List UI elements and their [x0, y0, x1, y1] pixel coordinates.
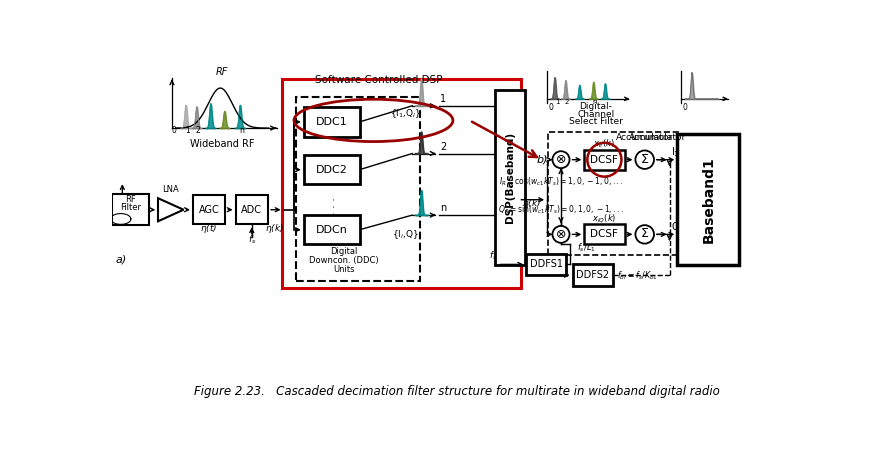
- Text: Accumulator: Accumulator: [616, 133, 673, 142]
- Text: 0: 0: [171, 126, 176, 136]
- Text: $f_s$: $f_s$: [248, 233, 256, 245]
- Text: $\Sigma$: $\Sigma$: [640, 153, 649, 166]
- Text: DDCn: DDCn: [316, 225, 348, 235]
- Text: {I$_1$,Q$_i$}: {I$_1$,Q$_i$}: [391, 108, 422, 120]
- Text: ADC: ADC: [241, 205, 262, 215]
- Text: Accumulator: Accumulator: [629, 133, 687, 142]
- Text: $\Sigma$: $\Sigma$: [640, 228, 649, 240]
- Text: a): a): [115, 255, 127, 265]
- Text: $\otimes$: $\otimes$: [556, 228, 566, 241]
- FancyBboxPatch shape: [584, 224, 624, 245]
- FancyBboxPatch shape: [303, 107, 359, 136]
- FancyBboxPatch shape: [526, 254, 566, 275]
- Text: Figure 2.23.   Cascaded decimation filter structure for multirate in wideband di: Figure 2.23. Cascaded decimation filter …: [194, 385, 720, 398]
- FancyBboxPatch shape: [112, 194, 150, 225]
- FancyBboxPatch shape: [303, 155, 359, 184]
- Text: Downcon. (DDC): Downcon. (DDC): [310, 256, 379, 265]
- Text: DDFS1: DDFS1: [530, 259, 563, 269]
- Text: I$_1$: I$_1$: [671, 145, 680, 159]
- Text: b): b): [536, 155, 548, 165]
- Text: DDC2: DDC2: [316, 165, 348, 174]
- Text: $\eta$(t): $\eta$(t): [201, 222, 218, 234]
- Text: n: n: [592, 99, 597, 105]
- Text: Filter: Filter: [120, 203, 141, 212]
- Text: 2: 2: [564, 99, 568, 105]
- Text: RF: RF: [126, 195, 136, 204]
- FancyBboxPatch shape: [193, 195, 226, 224]
- Text: AGC: AGC: [199, 205, 219, 215]
- FancyBboxPatch shape: [677, 134, 739, 265]
- Text: $Q_R=\sin(w_{c1}kT_s) = 0,1,0,-1,...$: $Q_R=\sin(w_{c1}kT_s) = 0,1,0,-1,...$: [498, 204, 624, 216]
- Text: Digital-: Digital-: [580, 102, 612, 111]
- FancyBboxPatch shape: [303, 215, 359, 245]
- Text: 0: 0: [549, 103, 553, 112]
- Text: Q$_1$: Q$_1$: [671, 220, 684, 234]
- Text: Wideband RF: Wideband RF: [190, 139, 254, 149]
- Text: n: n: [440, 203, 446, 213]
- Text: 1: 1: [555, 99, 559, 105]
- FancyBboxPatch shape: [573, 264, 613, 286]
- Text: 1: 1: [185, 126, 190, 136]
- Text: Baseband1: Baseband1: [701, 156, 715, 243]
- Text: 0: 0: [682, 103, 688, 112]
- Text: n: n: [239, 126, 244, 136]
- FancyBboxPatch shape: [235, 195, 268, 224]
- Circle shape: [552, 226, 569, 243]
- Text: 2: 2: [196, 126, 201, 136]
- Text: 1: 1: [440, 94, 446, 104]
- FancyBboxPatch shape: [584, 150, 624, 170]
- Text: $\eta$(k): $\eta$(k): [522, 197, 541, 210]
- Text: Software Controlled DSP: Software Controlled DSP: [315, 75, 442, 85]
- Text: $x_{If}(k)$: $x_{If}(k)$: [593, 137, 615, 150]
- Text: DCSF: DCSF: [591, 229, 618, 240]
- Circle shape: [552, 151, 569, 168]
- Text: Select Filter: Select Filter: [569, 117, 623, 126]
- FancyBboxPatch shape: [495, 90, 524, 265]
- Text: DDFS2: DDFS2: [576, 270, 609, 280]
- Text: 2: 2: [440, 142, 446, 152]
- Text: Channel: Channel: [577, 109, 615, 119]
- Text: $f_{bf}=f_s/K_{b1}$: $f_{bf}=f_s/K_{b1}$: [616, 269, 657, 282]
- Text: $\eta$(k): $\eta$(k): [265, 222, 284, 234]
- Text: DSP(Baseband): DSP(Baseband): [505, 132, 515, 223]
- Text: Units: Units: [334, 265, 355, 274]
- Text: DCSF: DCSF: [591, 155, 618, 165]
- Circle shape: [635, 225, 654, 244]
- Polygon shape: [158, 198, 184, 221]
- Text: $f_s/L_1$: $f_s/L_1$: [576, 241, 595, 254]
- Circle shape: [635, 150, 654, 169]
- Text: . . .: . . .: [326, 197, 336, 215]
- Text: Digital: Digital: [330, 246, 358, 256]
- Text: DDC1: DDC1: [316, 117, 348, 127]
- Text: {I$_i$,Q}: {I$_i$,Q}: [392, 228, 419, 240]
- Text: LNA: LNA: [161, 185, 178, 194]
- Text: RF: RF: [216, 67, 228, 77]
- Text: $I_R=\cos(w_{c1}kT_s) = 1,0,-1,0,...$: $I_R=\cos(w_{c1}kT_s) = 1,0,-1,0,...$: [499, 175, 624, 188]
- Text: $x_{IQ}(k)$: $x_{IQ}(k)$: [592, 213, 616, 225]
- Text: $f_s$: $f_s$: [489, 249, 497, 262]
- Text: $\otimes$: $\otimes$: [556, 153, 566, 166]
